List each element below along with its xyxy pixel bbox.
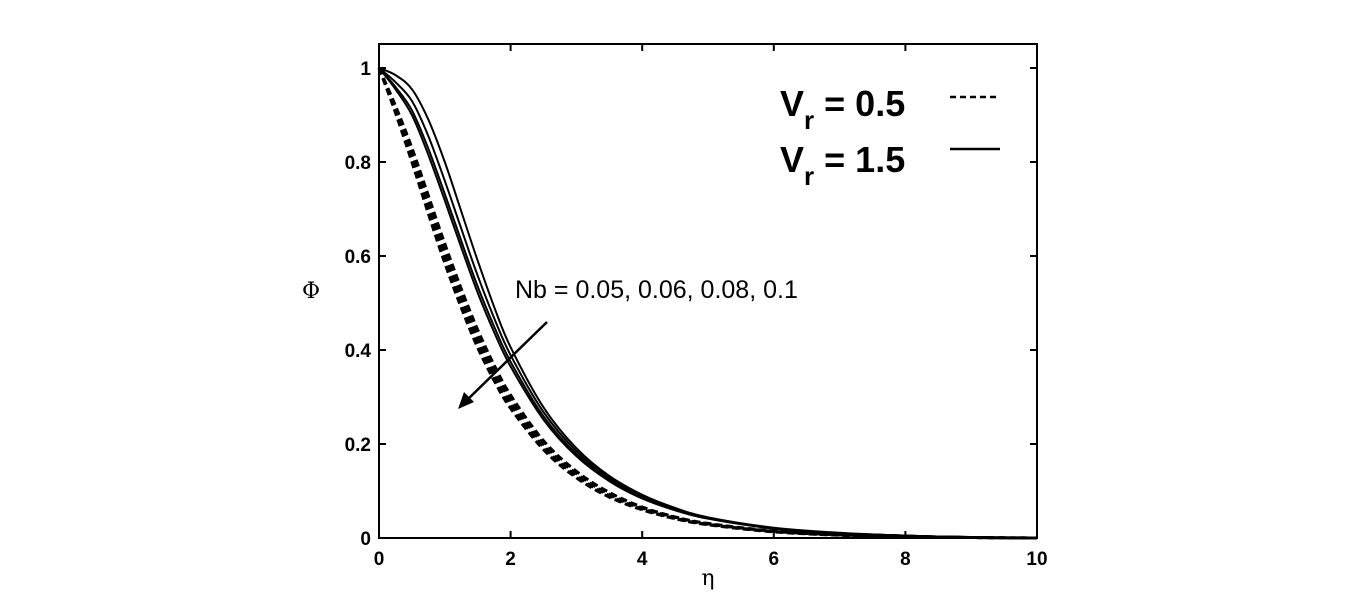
legend-rest: = 0.5 — [814, 83, 905, 124]
legend-subscript: r — [804, 105, 814, 135]
legend-main: V — [780, 139, 804, 180]
x-tick-label: 6 — [769, 549, 780, 570]
series-line-dashed-1 — [377, 67, 1038, 540]
arrow-shaft — [464, 321, 548, 403]
series-line-solid-8 — [378, 67, 1038, 539]
y-tick-label: 0.6 — [345, 247, 371, 268]
y-axis-label: Φ — [302, 279, 320, 304]
x-tick-label: 10 — [1026, 549, 1047, 570]
nb-annotation: Nb = 0.05, 0.06, 0.08, 0.1 — [515, 276, 798, 304]
x-tick-label: 0 — [374, 549, 385, 570]
x-tick-label: 2 — [505, 549, 516, 570]
legend-subscript: r — [804, 161, 814, 191]
y-tick-label: 0.4 — [345, 341, 372, 362]
legend-entry-dashed: Vr = 0.5 — [780, 83, 905, 135]
x-axis-label: η — [701, 566, 714, 591]
arrow-head — [458, 392, 474, 409]
y-tick-label: 0.2 — [345, 435, 371, 456]
series-line-dashed-2 — [377, 67, 1038, 540]
x-tick-label: 4 — [637, 549, 648, 570]
legend-main: V — [780, 83, 804, 124]
legend: Vr = 0.5 Vr = 1.5 — [780, 83, 1000, 191]
tick-layer: 0 2 4 6 8 10 0 0.2 0.4 0.6 0.8 1 — [345, 44, 1048, 570]
x-tick-label: 8 — [900, 549, 911, 570]
legend-rest: = 1.5 — [814, 139, 905, 180]
y-tick-label: 1 — [360, 59, 371, 80]
legend-entry-solid: Vr = 1.5 — [780, 139, 905, 191]
nb-trend-arrow — [458, 321, 548, 409]
series-layer — [377, 67, 1038, 540]
y-tick-label: 0 — [360, 529, 371, 550]
y-tick-label: 0.8 — [345, 153, 371, 174]
series-line-dashed-4 — [377, 67, 1038, 540]
